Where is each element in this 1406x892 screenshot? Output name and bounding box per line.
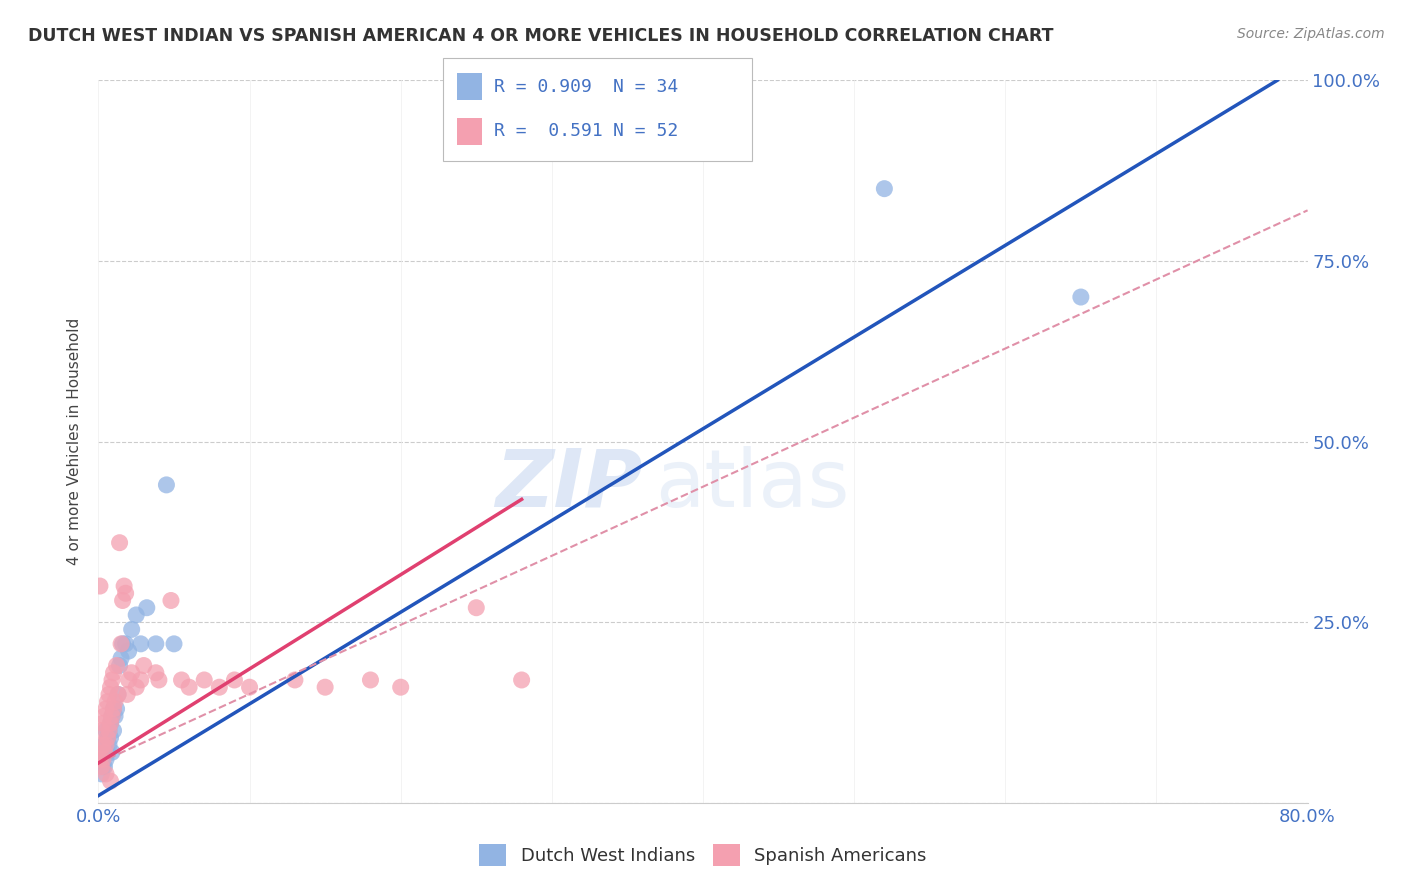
Point (129, 637, 152, 651)
Point (121, 623, 143, 637)
Point (96, 731, 118, 745)
Point (510, 673, 533, 687)
Point (98, 687, 121, 701)
Point (96, 731, 118, 745)
Point (94, 723, 117, 738)
Point (148, 673, 170, 687)
Point (114, 637, 136, 651)
Point (115, 687, 138, 701)
Point (193, 673, 215, 687)
Text: N = 34: N = 34 (613, 78, 678, 95)
Point (94, 767, 117, 781)
Point (94, 702, 117, 716)
Point (118, 644, 141, 658)
Point (121, 665, 143, 680)
Point (135, 600, 157, 615)
Legend: Dutch West Indians, Spanish Americans: Dutch West Indians, Spanish Americans (472, 837, 934, 873)
Point (89, 579, 111, 593)
Point (98, 723, 121, 738)
Point (129, 673, 152, 687)
Point (145, 665, 167, 680)
Point (94, 738, 117, 752)
Point (314, 680, 336, 694)
Point (103, 723, 125, 738)
Point (224, 673, 246, 687)
Point (107, 687, 129, 701)
Point (104, 709, 127, 723)
Point (110, 637, 132, 651)
Point (100, 731, 122, 745)
Point (104, 695, 127, 709)
Point (93, 738, 115, 752)
Point (98, 738, 121, 752)
Text: Source: ZipAtlas.com: Source: ZipAtlas.com (1237, 27, 1385, 41)
Point (89, 752, 111, 766)
Point (96, 695, 118, 709)
Point (100, 716, 122, 731)
Point (105, 658, 128, 673)
Point (100, 774, 122, 789)
Point (155, 478, 177, 492)
Point (91, 752, 114, 766)
Point (108, 658, 131, 673)
Text: R = 0.909: R = 0.909 (494, 78, 592, 95)
Point (118, 673, 141, 687)
Point (160, 593, 183, 607)
Point (103, 702, 125, 716)
Point (179, 680, 201, 694)
Point (101, 673, 124, 687)
Point (105, 702, 128, 716)
Point (90, 760, 112, 774)
Point (91, 738, 114, 752)
Point (101, 745, 124, 759)
Point (93, 709, 115, 723)
Point (108, 535, 131, 549)
Point (101, 709, 124, 723)
Text: R =  0.591: R = 0.591 (494, 122, 602, 140)
Point (90, 723, 112, 738)
Y-axis label: 4 or more Vehicles in Household: 4 or more Vehicles in Household (67, 318, 83, 566)
Point (163, 637, 186, 651)
Point (111, 593, 134, 607)
Point (101, 709, 124, 723)
Text: atlas: atlas (655, 446, 849, 524)
Point (91, 752, 114, 766)
Point (389, 680, 412, 694)
Point (91, 716, 114, 731)
Point (98, 723, 121, 738)
Point (1070, 290, 1092, 304)
Point (125, 680, 148, 694)
Point (103, 665, 125, 680)
Point (873, 182, 896, 196)
Point (132, 658, 155, 673)
Point (100, 680, 122, 694)
Point (239, 680, 262, 694)
Point (125, 607, 148, 622)
Point (111, 637, 134, 651)
Point (145, 637, 167, 651)
Point (465, 600, 488, 615)
Point (284, 673, 307, 687)
Point (107, 687, 129, 701)
Point (110, 651, 132, 665)
Point (93, 745, 115, 759)
Point (208, 680, 231, 694)
Point (91, 760, 114, 774)
Point (170, 673, 193, 687)
Text: ZIP: ZIP (495, 446, 643, 524)
Point (96, 745, 118, 759)
Point (100, 716, 122, 731)
Point (90, 767, 112, 781)
Point (114, 586, 136, 600)
Text: N = 52: N = 52 (613, 122, 678, 140)
Point (94, 752, 117, 766)
Point (103, 702, 125, 716)
Point (360, 673, 382, 687)
Text: DUTCH WEST INDIAN VS SPANISH AMERICAN 4 OR MORE VEHICLES IN HOUSEHOLD CORRELATIO: DUTCH WEST INDIAN VS SPANISH AMERICAN 4 … (28, 27, 1053, 45)
Point (93, 760, 115, 774)
Point (112, 579, 135, 593)
